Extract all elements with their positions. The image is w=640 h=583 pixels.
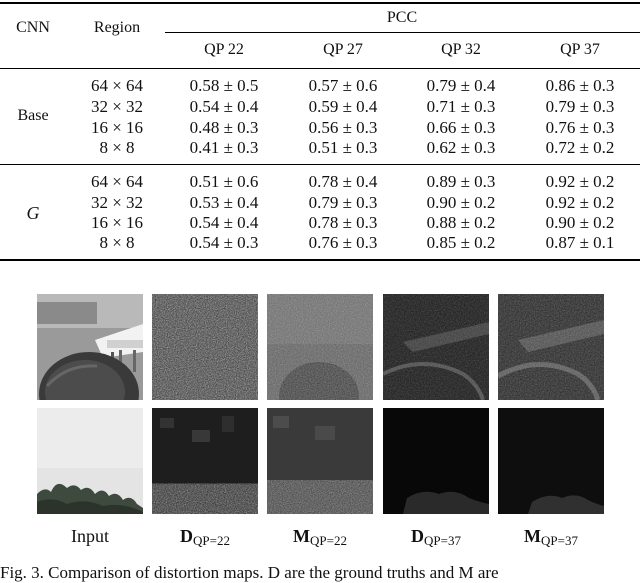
value-cell: 0.48 ± 0.3: [189, 118, 259, 137]
value-cell: 0.90 ± 0.2: [426, 193, 496, 212]
header-rule: [0, 68, 640, 69]
label-d-sub: QP=22: [193, 533, 230, 548]
distortion-map-m-qp22-row1: [267, 294, 373, 400]
label-input: Input: [71, 526, 109, 547]
value-cell: 0.71 ± 0.3: [426, 97, 496, 116]
value-cell: 0.89 ± 0.3: [426, 172, 496, 191]
label-m-text: M: [293, 526, 311, 546]
region-cell: 32 × 32: [90, 193, 144, 212]
value-cell: 0.90 ± 0.2: [545, 213, 615, 232]
group-rule: [0, 164, 640, 165]
label-m-sub: QP=22: [310, 533, 347, 548]
table-top-rule: [0, 2, 640, 4]
distortion-map-m-qp37-row2: [498, 408, 604, 514]
label-m-sub: QP=37: [541, 533, 578, 548]
label-m-qp37: MQP=37: [524, 526, 578, 549]
group-name-g: G: [26, 203, 40, 223]
label-d-sub: QP=37: [424, 533, 461, 548]
value-cell: 0.78 ± 0.3: [308, 213, 378, 232]
distortion-figure: Input DQP=22 MQP=22 DQP=37 MQP=37 Fig. 3…: [0, 288, 640, 582]
label-m-qp22: MQP=22: [293, 526, 347, 549]
value-cell: 0.78 ± 0.4: [308, 172, 378, 191]
value-cell: 0.79 ± 0.4: [426, 76, 496, 95]
value-cell: 0.54 ± 0.4: [189, 97, 259, 116]
value-cell: 0.58 ± 0.5: [189, 76, 259, 95]
region-cell: 16 × 16: [90, 118, 144, 137]
value-cell: 0.51 ± 0.6: [189, 172, 259, 191]
value-cell: 0.54 ± 0.3: [189, 233, 259, 252]
value-cell: 0.62 ± 0.3: [426, 138, 496, 157]
value-cell: 0.51 ± 0.3: [308, 138, 378, 157]
value-cell: 0.66 ± 0.3: [426, 118, 496, 137]
label-input-text: Input: [71, 526, 109, 546]
header-region: Region: [93, 19, 141, 36]
value-cell: 0.57 ± 0.6: [308, 76, 378, 95]
header-qp22: QP 22: [204, 41, 244, 58]
value-cell: 0.87 ± 0.1: [545, 233, 615, 252]
region-cell: 16 × 16: [90, 213, 144, 232]
region-cell: 64 × 64: [90, 76, 144, 95]
value-cell: 0.88 ± 0.2: [426, 213, 496, 232]
label-d-qp22: DQP=22: [180, 526, 230, 549]
label-d-text: D: [411, 526, 425, 546]
value-cell: 0.76 ± 0.3: [308, 233, 378, 252]
header-cnn: CNN: [16, 19, 50, 36]
value-cell: 0.86 ± 0.3: [545, 76, 615, 95]
results-table: CNN Region PCC QP 22 QP 27 QP 32 QP 37 B…: [0, 0, 640, 262]
value-cell: 0.92 ± 0.2: [545, 172, 615, 191]
pcc-underline: [165, 32, 640, 33]
input-image-row2: [37, 408, 143, 514]
value-cell: 0.92 ± 0.2: [545, 193, 615, 212]
value-cell: 0.59 ± 0.4: [308, 97, 378, 116]
value-cell: 0.41 ± 0.3: [189, 138, 259, 157]
value-cell: 0.72 ± 0.2: [545, 138, 615, 157]
label-d-text: D: [180, 526, 194, 546]
input-image-row1: [37, 294, 143, 400]
value-cell: 0.79 ± 0.3: [545, 97, 615, 116]
label-d-qp37: DQP=37: [411, 526, 461, 549]
distortion-map-d-qp37-row1: [383, 294, 489, 400]
region-cell: 32 × 32: [90, 97, 144, 116]
value-cell: 0.85 ± 0.2: [426, 233, 496, 252]
header-qp27: QP 27: [323, 41, 363, 58]
region-cell: 8 × 8: [99, 233, 135, 252]
distortion-map-m-qp37-row1: [498, 294, 604, 400]
header-pcc: PCC: [386, 9, 418, 26]
region-cell: 8 × 8: [99, 138, 135, 157]
value-cell: 0.56 ± 0.3: [308, 118, 378, 137]
distortion-map-d-qp22-row2: [152, 408, 258, 514]
value-cell: 0.53 ± 0.4: [189, 193, 259, 212]
header-qp32: QP 32: [441, 41, 481, 58]
value-cell: 0.79 ± 0.3: [308, 193, 378, 212]
group-name-base: Base: [17, 107, 49, 124]
distortion-map-d-qp37-row2: [383, 408, 489, 514]
header-qp37: QP 37: [560, 41, 600, 58]
distortion-map-m-qp22-row2: [267, 408, 373, 514]
figure-caption: Fig. 3. Comparison of distortion maps. D…: [0, 563, 499, 582]
table-bottom-rule: [0, 259, 640, 261]
region-cell: 64 × 64: [90, 172, 144, 191]
value-cell: 0.54 ± 0.4: [189, 213, 259, 232]
label-m-text: M: [524, 526, 542, 546]
distortion-map-d-qp22-row1: [152, 294, 258, 400]
value-cell: 0.76 ± 0.3: [545, 118, 615, 137]
